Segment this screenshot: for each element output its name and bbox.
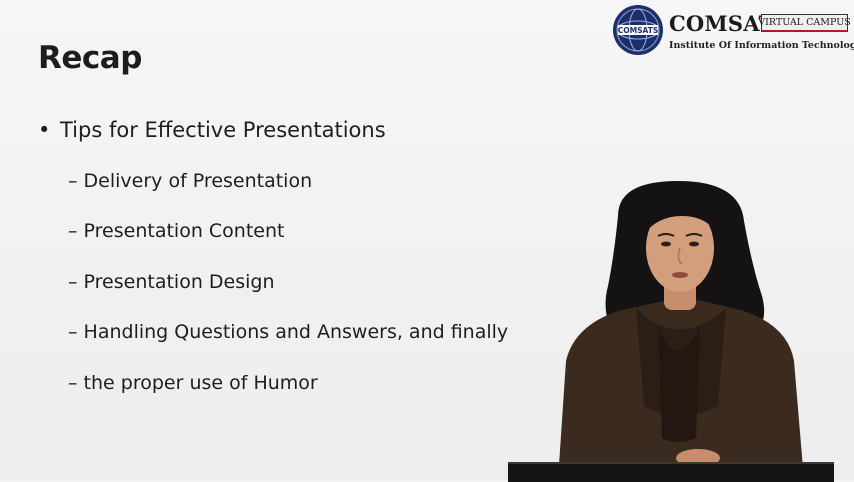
main-bullet-text: Tips for Effective Presentations xyxy=(60,118,386,142)
comsats-seal-icon: COMSATS xyxy=(613,5,663,55)
sub-bullet: – the proper use of Humor xyxy=(68,372,318,394)
comsats-logo: COMSATS COMSATS VIRTUAL CAMPUS Institute… xyxy=(612,4,854,58)
slide-title: Recap xyxy=(38,40,142,76)
sub-bullet: – Handling Questions and Answers, and fi… xyxy=(68,321,509,343)
institute-subline: Institute Of Information Technology xyxy=(669,40,854,51)
podium-edge xyxy=(508,462,834,482)
sub-bullet: – Presentation Design xyxy=(68,271,275,293)
presenter-figure xyxy=(558,181,804,480)
sub-bullet: – Presentation Content xyxy=(68,220,285,242)
seal-label: COMSATS xyxy=(618,26,659,35)
virtual-campus-badge: VIRTUAL CAMPUS xyxy=(758,14,851,32)
bullet-dot-icon: • xyxy=(38,118,51,142)
main-bullet: • Tips for Effective Presentations xyxy=(38,118,386,142)
sub-bullet: – Delivery of Presentation xyxy=(68,170,313,192)
